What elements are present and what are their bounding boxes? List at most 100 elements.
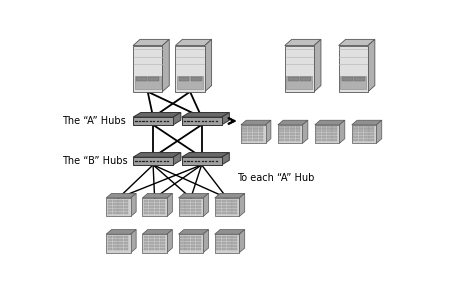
Polygon shape (144, 242, 149, 244)
Polygon shape (180, 200, 185, 202)
Polygon shape (278, 125, 302, 143)
Polygon shape (155, 209, 159, 211)
Polygon shape (149, 77, 159, 81)
Polygon shape (222, 112, 229, 125)
Polygon shape (191, 242, 196, 244)
Polygon shape (286, 75, 312, 89)
Polygon shape (149, 212, 154, 214)
Polygon shape (155, 202, 159, 205)
Polygon shape (173, 152, 181, 165)
Polygon shape (369, 139, 374, 141)
Polygon shape (133, 157, 173, 165)
Polygon shape (149, 239, 154, 241)
Polygon shape (142, 230, 172, 234)
Polygon shape (354, 77, 365, 81)
Polygon shape (196, 236, 201, 238)
Polygon shape (290, 133, 295, 135)
Polygon shape (239, 230, 245, 253)
Polygon shape (133, 117, 173, 125)
Polygon shape (222, 212, 226, 214)
Polygon shape (248, 126, 252, 129)
Polygon shape (178, 198, 203, 216)
Polygon shape (296, 129, 300, 132)
Polygon shape (178, 193, 208, 198)
Polygon shape (144, 245, 149, 247)
Polygon shape (176, 46, 205, 92)
Polygon shape (155, 236, 159, 238)
Polygon shape (227, 202, 232, 205)
Polygon shape (191, 77, 202, 81)
Polygon shape (342, 77, 353, 81)
Polygon shape (359, 133, 363, 135)
Polygon shape (108, 239, 112, 241)
Polygon shape (203, 230, 208, 253)
Polygon shape (322, 136, 327, 138)
Polygon shape (186, 245, 190, 247)
Polygon shape (160, 202, 165, 205)
Polygon shape (227, 245, 232, 247)
Polygon shape (232, 239, 237, 241)
Polygon shape (124, 206, 129, 208)
Polygon shape (266, 120, 271, 143)
Polygon shape (369, 133, 374, 135)
Polygon shape (322, 126, 327, 129)
Polygon shape (124, 242, 129, 244)
Polygon shape (258, 126, 263, 129)
Polygon shape (144, 202, 149, 205)
Polygon shape (314, 39, 321, 92)
Polygon shape (180, 202, 185, 205)
Polygon shape (160, 212, 165, 214)
Polygon shape (248, 129, 252, 132)
Polygon shape (186, 202, 190, 205)
Polygon shape (133, 152, 181, 157)
Polygon shape (290, 139, 295, 141)
Polygon shape (227, 242, 232, 244)
Text: The “B” Hubs: The “B” Hubs (62, 156, 128, 166)
Polygon shape (133, 112, 181, 117)
Text: To each “A” Hub: To each “A” Hub (237, 173, 314, 183)
Polygon shape (215, 193, 245, 198)
Polygon shape (149, 200, 154, 202)
Polygon shape (317, 139, 321, 141)
Polygon shape (119, 206, 123, 208)
Polygon shape (119, 202, 123, 205)
Polygon shape (253, 126, 258, 129)
Polygon shape (232, 200, 237, 202)
Polygon shape (296, 133, 300, 135)
Polygon shape (144, 206, 149, 208)
Polygon shape (124, 200, 129, 202)
Polygon shape (327, 139, 332, 141)
Polygon shape (285, 129, 289, 132)
Polygon shape (124, 236, 129, 238)
Polygon shape (285, 136, 289, 138)
Polygon shape (124, 202, 129, 205)
Polygon shape (108, 242, 112, 244)
Polygon shape (364, 129, 369, 132)
Polygon shape (327, 133, 332, 135)
Polygon shape (113, 245, 118, 247)
Polygon shape (327, 136, 332, 138)
Polygon shape (191, 236, 196, 238)
Polygon shape (369, 126, 374, 129)
Polygon shape (155, 239, 159, 241)
Polygon shape (180, 209, 185, 211)
Polygon shape (327, 129, 332, 132)
Polygon shape (222, 239, 226, 241)
Polygon shape (180, 239, 185, 241)
Polygon shape (222, 209, 226, 211)
Polygon shape (216, 202, 221, 205)
Polygon shape (302, 120, 308, 143)
Polygon shape (216, 200, 221, 202)
Polygon shape (253, 133, 258, 135)
Polygon shape (108, 209, 112, 211)
Polygon shape (144, 248, 149, 250)
Polygon shape (216, 242, 221, 244)
Polygon shape (242, 139, 247, 141)
Polygon shape (155, 206, 159, 208)
Polygon shape (216, 248, 221, 250)
Polygon shape (339, 120, 345, 143)
Polygon shape (144, 239, 149, 241)
Polygon shape (215, 198, 239, 216)
Polygon shape (181, 112, 229, 117)
Polygon shape (119, 236, 123, 238)
